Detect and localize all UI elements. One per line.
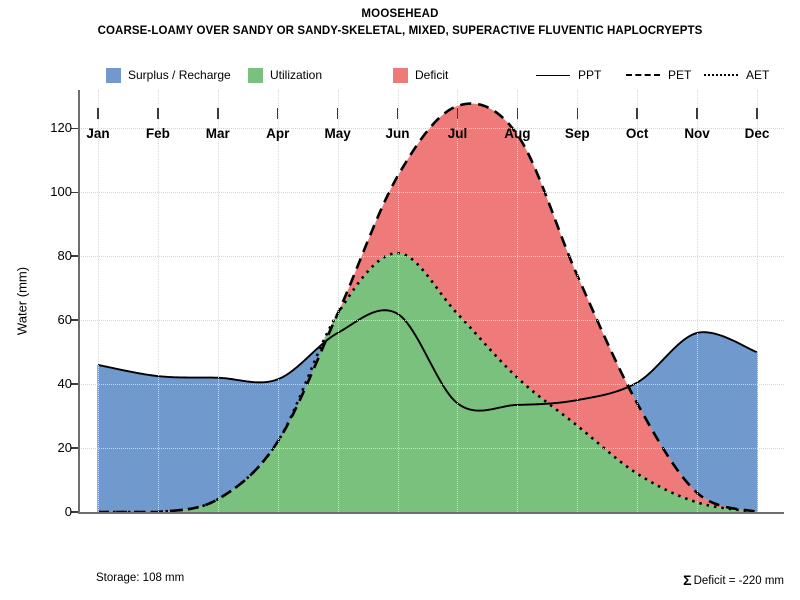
page-subtitle: COARSE-LOAMY OVER SANDY OR SANDY-SKELETA… xyxy=(97,25,703,37)
x-tick-label-aug: Aug xyxy=(504,126,531,141)
sigma-icon: Σ xyxy=(683,572,692,588)
x-tick-nov xyxy=(696,108,698,119)
x-tick-jun xyxy=(396,108,399,119)
legend-item-ppt: PPT xyxy=(536,66,601,84)
gridline-y-60 xyxy=(78,320,784,322)
gridline-x-nov xyxy=(697,90,699,512)
surplus-color-swatch xyxy=(106,67,121,83)
dashed-line-icon xyxy=(626,74,660,76)
deficit-band xyxy=(98,103,757,512)
legend-item-pet: PET xyxy=(626,66,691,84)
x-tick-oct xyxy=(636,108,638,119)
x-tick-dec xyxy=(756,108,758,119)
y-tick-label-120: 120 xyxy=(50,120,72,136)
x-tick-label-mar: Mar xyxy=(205,126,230,141)
x-tick-may xyxy=(336,108,339,119)
deficit-color-swatch xyxy=(393,67,408,83)
ppt-line xyxy=(97,309,758,412)
gridline-x-jun xyxy=(397,90,399,512)
y-tick-80 xyxy=(71,255,78,257)
x-tick-jan xyxy=(97,108,99,119)
gridline-x-mar xyxy=(217,90,219,512)
x-tick-label-apr: Apr xyxy=(266,126,290,141)
legend-item-aet: AET xyxy=(704,66,769,84)
gridline-y-100 xyxy=(78,192,784,194)
x-tick-jul xyxy=(456,108,459,119)
x-tick-feb xyxy=(157,108,159,119)
deficit-sum-text: Deficit = -220 mm xyxy=(693,575,784,587)
legend-label-aet: AET xyxy=(746,67,770,82)
x-tick-mar xyxy=(217,108,219,119)
y-tick-60 xyxy=(71,319,78,321)
gridline-x-dec xyxy=(757,90,758,512)
legend-item-deficit: Deficit xyxy=(393,66,448,84)
x-tick-label-nov: Nov xyxy=(684,126,710,141)
legend-label-surplus: Surplus / Recharge xyxy=(128,67,231,82)
plot-area: Water (mm) 0 20 40 60 80 100 120 Jan Feb Mar Apr M… xyxy=(15,90,784,518)
x-tick-label-oct: Oct xyxy=(625,126,649,141)
pet-line xyxy=(98,102,758,512)
x-tick-label-may: May xyxy=(324,126,351,141)
gridline-x-feb xyxy=(157,90,159,512)
gridline-x-oct xyxy=(637,90,639,512)
legend-label-deficit: Deficit xyxy=(415,67,449,82)
x-tick-aug xyxy=(516,108,519,119)
x-tick-label-sep: Sep xyxy=(564,126,590,141)
x-tick-label-jun: Jun xyxy=(385,126,410,141)
utilization-band xyxy=(98,253,757,512)
solid-line-icon xyxy=(536,74,570,76)
gridline-x-sep xyxy=(577,90,579,512)
y-tick-label-40: 40 xyxy=(57,376,72,392)
y-tick-100 xyxy=(71,191,78,194)
legend-label-pet: PET xyxy=(668,67,692,82)
y-axis xyxy=(78,90,80,512)
x-tick-label-jan: Jan xyxy=(86,126,110,141)
gridline-x-jan xyxy=(98,90,99,512)
storage-note: Storage: 108 mm xyxy=(96,572,185,584)
y-tick-label-80: 80 xyxy=(57,248,72,264)
page-title: MOOSEHEAD xyxy=(361,8,439,20)
x-tick-label-jul: Jul xyxy=(447,126,468,141)
gridline-y-80 xyxy=(78,256,784,258)
gridline-x-jul xyxy=(457,90,459,512)
y-tick-120 xyxy=(71,127,78,130)
deficit-sum-note: Σ Deficit = -220 mm xyxy=(683,572,784,588)
x-tick-sep xyxy=(576,108,578,119)
gridline-y-40 xyxy=(78,384,784,386)
gridline-y-20 xyxy=(78,448,784,450)
y-tick-40 xyxy=(71,383,78,385)
legend-label-ppt: PPT xyxy=(578,67,602,82)
gridline-x-aug xyxy=(517,90,519,512)
legend-item-surplus: Surplus / Recharge xyxy=(106,66,231,84)
y-tick-label-20: 20 xyxy=(57,440,72,456)
dotted-line-icon xyxy=(704,74,738,76)
y-tick-20 xyxy=(71,447,78,449)
y-tick-label-0: 0 xyxy=(64,504,72,519)
y-tick-0 xyxy=(71,511,78,513)
legend-item-utilization: Utilization xyxy=(248,66,322,84)
surplus-band-1 xyxy=(628,332,757,512)
y-tick-label-60: 60 xyxy=(57,312,72,328)
legend-label-utilization: Utilization xyxy=(270,67,323,82)
utilization-color-swatch xyxy=(248,67,263,83)
gridline-x-may xyxy=(337,90,339,512)
x-tick-label-dec: Dec xyxy=(744,126,770,141)
aet-line xyxy=(98,251,758,512)
x-axis xyxy=(78,512,784,514)
x-tick-label-feb: Feb xyxy=(145,126,170,141)
y-tick-label-100: 100 xyxy=(50,184,72,200)
chart-title-block: MOOSEHEAD COARSE-LOAMY OVER SANDY OR SAN… xyxy=(0,6,800,40)
chart-legend: Surplus / Recharge Utilization Deficit P… xyxy=(0,66,800,86)
x-tick-apr xyxy=(277,108,279,119)
gridline-x-apr xyxy=(277,90,279,512)
gridline-y-120 xyxy=(78,128,784,130)
